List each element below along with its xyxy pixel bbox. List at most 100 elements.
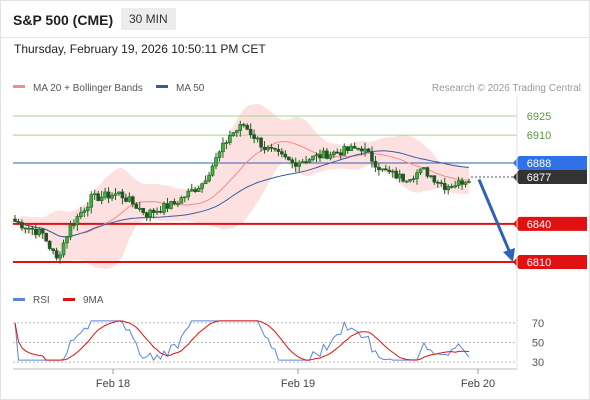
candle-body [231,132,236,136]
candle-body [418,168,423,174]
candle-body [92,193,97,196]
candle-body [27,227,31,230]
ma50-legend-label: MA 50 [176,83,205,94]
bollinger-band-area [15,103,469,269]
forecast-arrow-head [503,247,515,262]
candle-body [37,228,42,235]
candle-body [377,166,381,171]
candle-body [307,159,312,163]
candle-body [165,203,170,209]
candle-body [131,196,135,205]
candle-body [311,155,315,160]
candle-body [176,203,180,205]
candle-body [162,203,166,213]
candle-body [404,180,409,183]
candle-body [137,207,142,210]
candle-body [96,193,100,201]
candle-body [325,150,329,159]
candle-body [33,228,38,235]
rsi-ma-legend-swatch [63,298,75,301]
price-badge-text-6877: 6877 [527,172,551,184]
candle-body [422,167,426,170]
candle-body [280,151,284,155]
candle-body [300,161,305,164]
candle-body [217,151,222,158]
candle-body [262,146,267,151]
instrument-title: S&P 500 (CME) [13,12,114,28]
candle-body [401,173,405,182]
candle-body [387,169,392,173]
rsi-line [14,320,470,362]
forecast-arrow [477,178,515,262]
candle-body [30,227,35,230]
candle-body [124,197,128,202]
candle-body [293,162,298,167]
candle-body [68,224,73,238]
candle-body [203,180,208,185]
candle-body [467,181,471,183]
candle-body [342,146,347,156]
timeframe-badge[interactable]: 30 MIN [121,8,176,30]
candle-body [429,175,433,178]
candle-body [266,146,270,151]
candle-body [144,212,149,218]
candle-body [65,236,69,244]
candle-body [148,209,152,218]
candle-body [13,218,17,222]
price-badge-6877 [513,169,587,184]
candle-body [321,150,326,159]
candle-body [172,201,177,205]
candle-body [127,196,132,202]
candle-body [193,189,198,192]
candles [13,120,471,264]
price-badge-text-6840: 6840 [527,219,551,231]
candle-body [224,142,229,144]
candle-body [352,146,357,149]
rsi-ma-legend-label: 9MA [83,295,104,306]
credit-label: Research © 2026 Trading Central [432,83,581,94]
candle-body [99,196,104,201]
price-badge-6840 [513,216,587,231]
candle-body [186,190,191,198]
candle-body [318,154,322,159]
candle-body [449,186,454,188]
candle-body [390,170,395,173]
candle-body [169,201,173,209]
candle-body [228,135,232,143]
candle-body [338,152,343,156]
candle-body [179,197,184,204]
candle-body [436,181,440,184]
candle-body [446,186,451,190]
candle-body [221,142,225,153]
candle-body [460,180,464,185]
candle-body [235,130,239,133]
candle-body [349,146,353,151]
candle-body [359,148,364,152]
candle-body [394,170,399,179]
candle-body [304,161,308,163]
candle-body [328,154,333,159]
candle-body [415,172,419,179]
candle-body [79,212,83,217]
candle-body [189,189,194,192]
price-badge-text-6810: 6810 [527,257,551,269]
price-levels [13,115,517,263]
candle-body [397,173,402,179]
rsi-legend-swatch [13,298,25,301]
candle-body [442,183,447,190]
candle-body [200,183,204,189]
x-axis: Feb 18 Feb 19 Feb 20 [96,369,495,390]
candle-body [16,221,21,223]
candle-body [384,168,388,171]
candle-body [290,159,295,163]
rsi-ma-line [14,320,470,361]
rsi-panel: 70 50 30 [13,318,544,369]
rsi-tick-label: 70 [532,318,544,330]
candle-body [286,156,291,161]
candle-body [51,248,55,251]
candle-body [332,151,336,156]
rsi-tick-label: 30 [532,357,544,369]
candle-body [345,146,350,151]
candle-body [408,179,412,182]
candle-body [106,191,111,199]
